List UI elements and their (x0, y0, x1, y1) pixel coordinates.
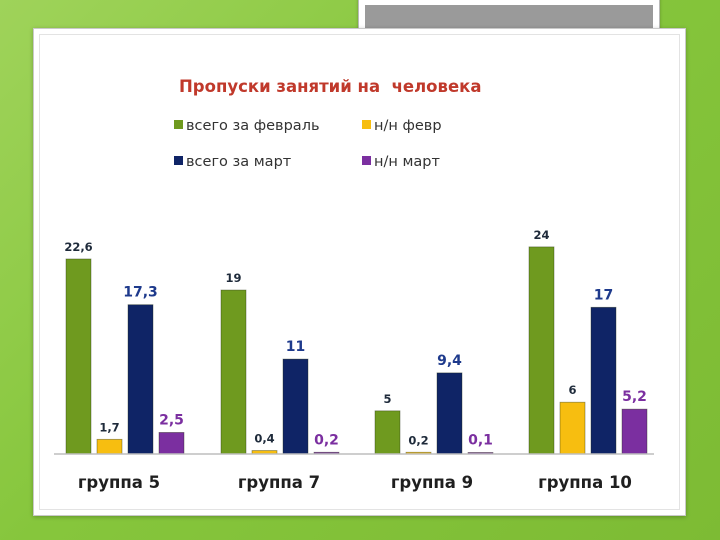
chart-card: Пропуски занятий на человека всего за фе… (33, 28, 686, 516)
legend-swatch-4 (362, 156, 371, 165)
bar-1-4 (528, 246, 555, 455)
bar-4-1 (158, 432, 185, 455)
bar-chart: Пропуски занятий на человека всего за фе… (54, 77, 654, 492)
bar-1-2 (220, 289, 247, 455)
chart-title: Пропуски занятий на человека (179, 77, 481, 96)
data-labels: 22,6 19 5 24 1,7 0,4 0,2 6 17,3 11 9,4 17 2,5 0,2 0,1 5… (64, 228, 647, 449)
category-label-3: группа 9 (391, 473, 473, 492)
bar-3-2 (282, 358, 309, 455)
category-label-4: группа 10 (538, 473, 632, 492)
value-label-1-3: 5 (383, 392, 391, 406)
value-label-4-3: 0,1 (468, 433, 493, 449)
value-label-1-1: 22,6 (64, 240, 92, 254)
bars (65, 246, 648, 455)
category-label-2: группа 7 (238, 473, 320, 492)
legend-label-2: н/н февр (374, 118, 442, 134)
x-tick-labels: группа 5 группа 7 группа 9 группа 10 (78, 473, 632, 492)
value-label-3-2: 11 (286, 339, 305, 355)
value-label-4-2: 0,2 (314, 432, 339, 448)
category-label-1: группа 5 (78, 473, 160, 492)
value-label-3-4: 17 (594, 287, 613, 303)
value-label-2-4: 6 (568, 383, 576, 397)
value-label-2-1: 1,7 (99, 420, 119, 434)
legend: всего за февраль н/н февр всего за март н/н… (174, 118, 442, 170)
legend-label-1: всего за февраль (186, 118, 320, 134)
bar-1-1 (65, 258, 92, 455)
value-label-3-3: 9,4 (437, 353, 462, 369)
bar-2-1 (96, 438, 123, 455)
value-label-4-4: 5,2 (622, 389, 647, 405)
value-label-3-1: 17,3 (123, 285, 158, 301)
bar-3-1 (127, 304, 154, 455)
bar-3-4 (590, 306, 617, 455)
value-label-4-1: 2,5 (159, 412, 184, 428)
value-label-2-3: 0,2 (408, 433, 428, 447)
value-label-2-2: 0,4 (254, 432, 274, 446)
value-label-1-2: 19 (225, 271, 241, 285)
value-label-1-4: 24 (533, 228, 549, 242)
legend-label-3: всего за март (186, 154, 292, 170)
bar-1-3 (374, 410, 401, 455)
bar-4-4 (621, 408, 648, 455)
bar-3-3 (436, 372, 463, 455)
bar-2-4 (559, 401, 586, 455)
legend-label-4: н/н март (374, 154, 440, 170)
legend-swatch-1 (174, 120, 183, 129)
legend-swatch-2 (362, 120, 371, 129)
legend-swatch-3 (174, 156, 183, 165)
